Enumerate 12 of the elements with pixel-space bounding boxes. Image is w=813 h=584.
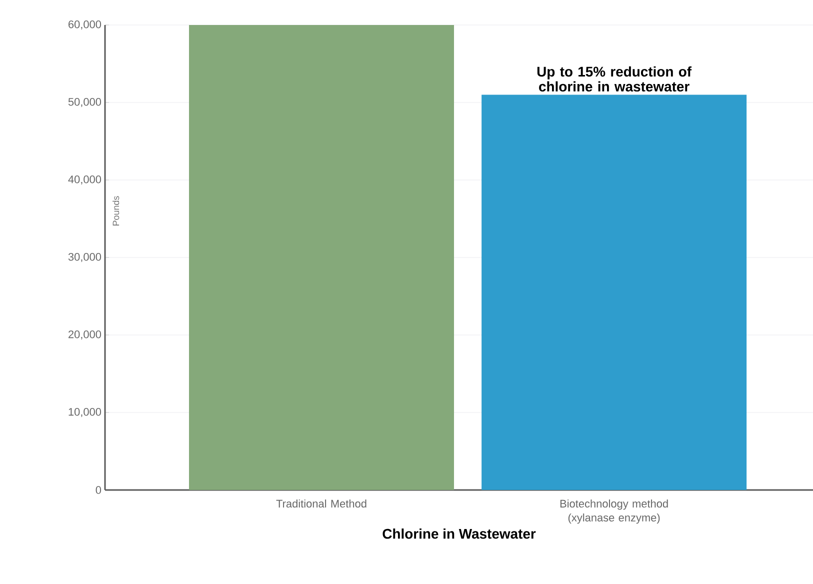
- y-axis-title: Pounds: [112, 196, 120, 226]
- y-tick-label: 10,000: [68, 408, 102, 418]
- y-tick-label: 40,000: [68, 175, 102, 185]
- x-tick-label: Biotechnology method (xylanase enzyme): [560, 500, 668, 524]
- y-tick-label: 20,000: [68, 330, 102, 340]
- y-tick-label: 60,000: [68, 20, 102, 30]
- y-tick-label: 0: [96, 486, 102, 494]
- x-tick-label: Traditional Method: [276, 500, 366, 508]
- y-tick-label: 50,000: [68, 98, 102, 108]
- y-tick-label: 30,000: [68, 252, 102, 262]
- annotation: Up to 15% reduction of chlorine in wastewater: [537, 66, 692, 92]
- x-axis-title: Chlorine in Wastewater: [382, 528, 536, 539]
